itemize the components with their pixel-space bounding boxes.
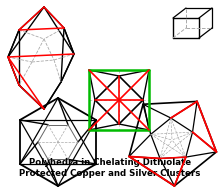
Text: Polyhedra in Chelating Dithiolate
Protected Copper and Silver Clusters: Polyhedra in Chelating Dithiolate Protec… xyxy=(19,158,201,178)
